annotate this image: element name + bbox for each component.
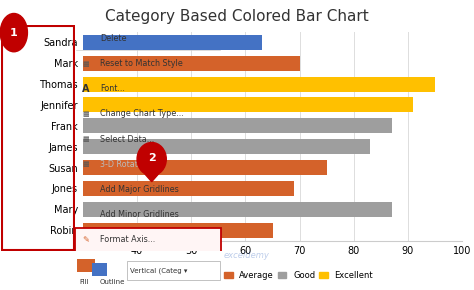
Bar (0, 35, 262, 50)
Text: ✎: ✎ (82, 235, 90, 244)
Text: ▦: ▦ (82, 61, 89, 67)
Bar (0, 223, 273, 238)
Bar (0, 139, 370, 154)
Text: exceldemy: exceldemy (224, 251, 269, 260)
Bar (0, 118, 392, 133)
Text: ▦: ▦ (82, 111, 89, 117)
Text: Vertical (Categ ▾: Vertical (Categ ▾ (130, 267, 188, 274)
Text: Outline: Outline (100, 279, 125, 285)
Bar (0, 97, 413, 113)
Text: Select Data...: Select Data... (100, 135, 155, 144)
Text: Format Axis...: Format Axis... (100, 235, 155, 244)
Text: Font...: Font... (100, 84, 125, 93)
Bar (128, 261, 220, 280)
Text: ▦: ▦ (82, 136, 89, 142)
Bar (76, 259, 95, 272)
FancyBboxPatch shape (75, 228, 221, 252)
Text: Delete: Delete (100, 34, 127, 43)
Legend: Average, Good, Excellent: Average, Good, Excellent (221, 267, 376, 283)
Circle shape (137, 142, 166, 176)
Text: Change Chart Type...: Change Chart Type... (100, 109, 184, 118)
Bar (0, 181, 294, 196)
Text: A: A (82, 84, 90, 94)
Polygon shape (145, 174, 158, 182)
Text: 3-D Rotation...: 3-D Rotation... (100, 160, 158, 169)
Text: Fill: Fill (80, 279, 89, 285)
Text: Add Minor Gridlines: Add Minor Gridlines (100, 210, 179, 219)
Text: 1: 1 (10, 28, 18, 38)
Bar (92, 263, 107, 276)
Circle shape (0, 14, 27, 52)
Text: ▦: ▦ (82, 161, 89, 167)
Bar (0, 202, 392, 217)
Bar (0, 77, 435, 92)
Text: Add Major Gridlines: Add Major Gridlines (100, 185, 179, 194)
Text: Category Based Colored Bar Chart: Category Based Colored Bar Chart (105, 9, 369, 24)
Bar (0, 160, 327, 175)
Text: Reset to Match Style: Reset to Match Style (100, 59, 183, 68)
Text: 2: 2 (148, 153, 155, 163)
Bar (0, 56, 300, 71)
